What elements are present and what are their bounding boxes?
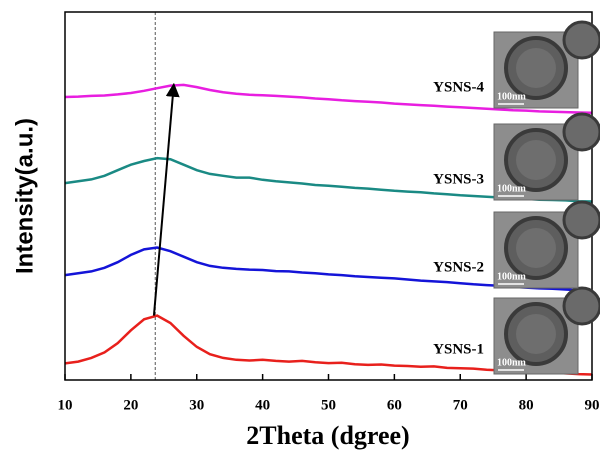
x-tick-label: 30 bbox=[189, 397, 204, 413]
scale-bar-label: 100nm bbox=[497, 357, 527, 368]
inset-core bbox=[516, 228, 556, 268]
scale-bar-label: 100nm bbox=[497, 91, 527, 102]
inset-particle bbox=[562, 286, 600, 326]
arrow bbox=[152, 82, 180, 316]
series-label: YSNS-1 bbox=[433, 341, 484, 357]
series-line bbox=[64, 83, 593, 115]
y-axis-label: Intensity(a.u.) bbox=[11, 118, 38, 274]
x-tick-label: 60 bbox=[387, 397, 402, 413]
inset-particle bbox=[562, 20, 600, 60]
inset-core bbox=[516, 140, 556, 180]
x-tick-label: 40 bbox=[255, 397, 270, 413]
x-tick-label: 50 bbox=[321, 397, 336, 413]
scale-bar-label: 100nm bbox=[497, 183, 527, 194]
x-tick-label: 80 bbox=[519, 397, 534, 413]
series-label: YSNS-2 bbox=[433, 259, 484, 275]
inset-particle bbox=[562, 112, 600, 152]
x-tick-label: 10 bbox=[58, 397, 73, 413]
inset-particle bbox=[562, 200, 600, 240]
x-axis-label: 2Theta (dgree) bbox=[246, 421, 409, 450]
inset-core bbox=[516, 314, 556, 354]
x-tick-label: 70 bbox=[453, 397, 468, 413]
series-label: YSNS-4 bbox=[433, 79, 484, 95]
x-tick-label: 90 bbox=[585, 397, 600, 413]
inset-core bbox=[516, 48, 556, 88]
scale-bar-label: 100nm bbox=[497, 271, 527, 282]
x-tick-label: 20 bbox=[123, 397, 138, 413]
series-label: YSNS-3 bbox=[433, 171, 484, 187]
